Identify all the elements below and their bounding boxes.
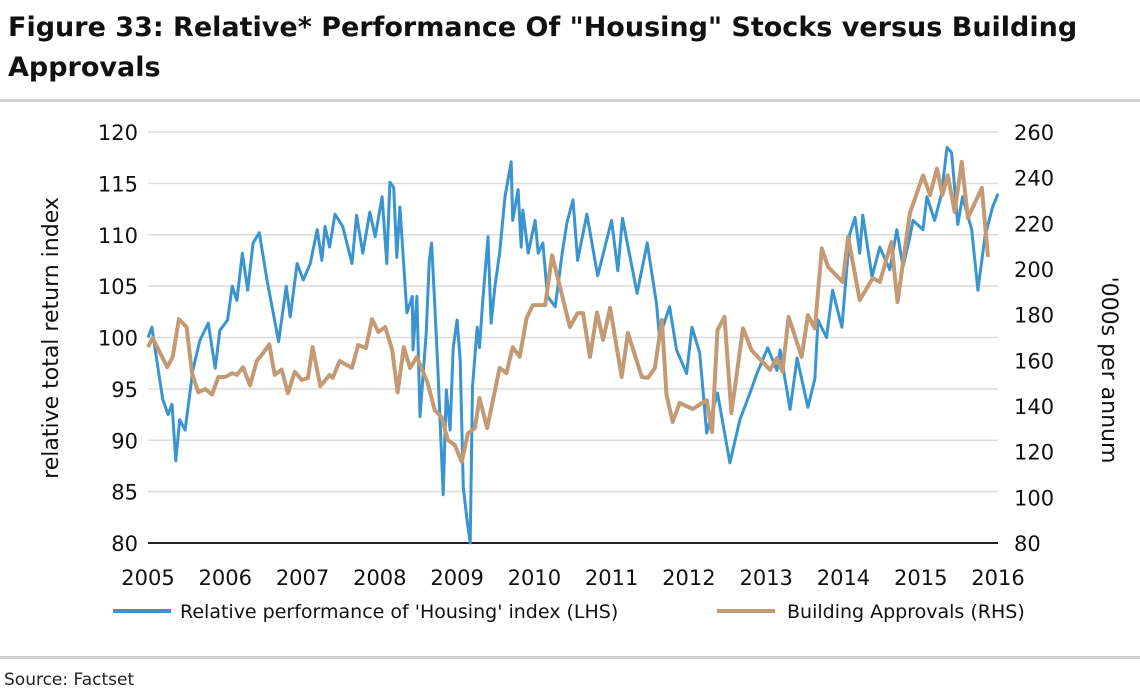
- x-tick-label: 2014: [817, 566, 870, 590]
- y-tick-label: 100: [98, 327, 138, 351]
- x-tick-label: 2016: [971, 566, 1024, 590]
- y-tick-label: 85: [111, 481, 138, 505]
- y2-tick-label: 220: [1014, 212, 1054, 236]
- y-axis-label: relative total return index: [39, 197, 64, 479]
- housing-index-line: [146, 145, 1000, 545]
- y-tick-label: 110: [98, 224, 138, 248]
- x-tick-label: 2012: [662, 566, 715, 590]
- x-tick-label: 2005: [121, 566, 174, 590]
- chart-title: Figure 33: Relative* Performance Of "Hou…: [8, 12, 1078, 83]
- y-tick-label: 105: [98, 275, 138, 299]
- y2-tick-label: 160: [1014, 349, 1054, 373]
- x-tick-label: 2015: [894, 566, 947, 590]
- legend-label: Relative performance of 'Housing' index …: [180, 601, 618, 623]
- x-tick-label: 2010: [508, 566, 561, 590]
- building-approvals-line: [146, 159, 990, 464]
- x-tick-label: 2009: [430, 566, 483, 590]
- y-tick-label: 90: [111, 429, 138, 453]
- y2-tick-label: 180: [1014, 304, 1054, 328]
- y2-axis-label: '000s per annum: [1096, 277, 1121, 464]
- x-tick-label: 2006: [199, 566, 252, 590]
- y2-tick-label: 260: [1014, 121, 1054, 145]
- x-tick-label: 2007: [276, 566, 329, 590]
- x-tick-label: 2011: [585, 566, 638, 590]
- y-tick-label: 95: [111, 378, 138, 402]
- source-note: Source: Factset: [4, 670, 135, 690]
- y-tick-label: 120: [98, 121, 138, 145]
- y2-tick-label: 140: [1014, 395, 1054, 419]
- y2-tick-label: 120: [1014, 441, 1054, 465]
- top-divider: [0, 99, 1140, 102]
- x-tick-label: 2008: [353, 566, 406, 590]
- x-tick-label: 2013: [739, 566, 792, 590]
- y2-tick-label: 240: [1014, 167, 1054, 191]
- y2-tick-label: 80: [1014, 532, 1041, 556]
- y2-tick-label: 100: [1014, 486, 1054, 510]
- bottom-divider: [0, 656, 1140, 659]
- legend-label: Building Approvals (RHS): [787, 601, 1025, 623]
- y-tick-label: 80: [111, 532, 138, 556]
- y-tick-label: 115: [98, 172, 138, 196]
- y2-tick-label: 200: [1014, 258, 1054, 282]
